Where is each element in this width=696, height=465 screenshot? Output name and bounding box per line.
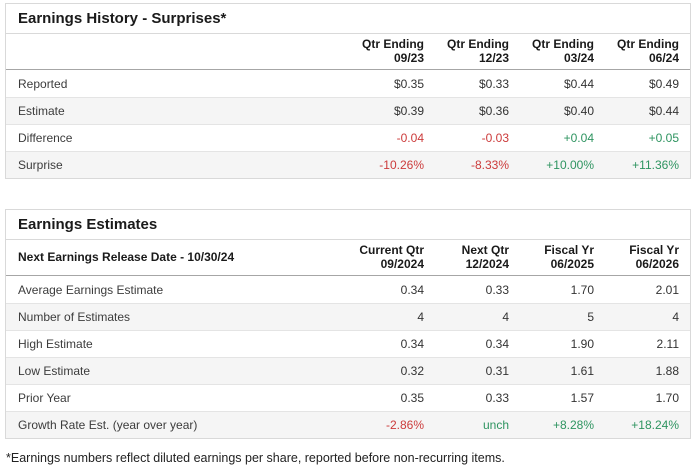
cell-value: +0.05 [648,131,679,145]
column-header-line2: 06/2026 [635,257,679,271]
earnings-estimates-table: Earnings Estimates Next Earnings Release… [5,209,691,439]
cell-value: 0.31 [485,364,509,378]
table-row: High Estimate 0.34 0.34 1.90 2.11 [6,330,690,357]
cell-value: 0.34 [400,337,424,351]
table-row: Low Estimate 0.32 0.31 1.61 1.88 [6,357,690,384]
column-header: Qtr Ending 03/24 [509,37,594,65]
row-label: Average Earnings Estimate [18,282,164,297]
table-row: Surprise -10.26% -8.33% +10.00% +11.36% [6,151,690,178]
cell-value: -10.26% [379,158,424,172]
cell-value: 0.34 [485,337,509,351]
cell-value: 1.57 [570,391,594,405]
earnings-history-header-row: Qtr Ending 09/23 Qtr Ending 12/23 Qtr En… [6,34,690,70]
column-header-line1: Fiscal Yr [544,243,594,257]
cell-value: $0.44 [648,104,679,118]
column-header: Fiscal Yr 06/2026 [594,243,679,271]
cell-value: -2.86% [385,418,424,432]
cell-value: 0.35 [400,391,424,405]
table-row: Reported $0.35 $0.33 $0.44 $0.49 [6,70,690,97]
cell-value: $0.39 [393,104,424,118]
cell-value: -0.03 [481,131,509,145]
cell-value: 4 [502,310,509,324]
cell-value: unch [482,418,509,432]
table-row: Growth Rate Est. (year over year) -2.86%… [6,411,690,438]
cell-value: 1.70 [655,391,679,405]
row-label: Prior Year [18,391,71,405]
column-header-line2: 09/23 [393,51,424,65]
cell-value: 2.11 [656,337,679,351]
table-row: Average Earnings Estimate 0.34 0.33 1.70… [6,276,690,303]
column-header: Qtr Ending 06/24 [594,37,679,65]
earnings-estimates-title: Earnings Estimates [6,210,690,240]
cell-value: 4 [672,310,679,324]
cell-value: 1.61 [570,364,594,378]
cell-value: 0.33 [485,391,509,405]
earnings-history-body: Reported $0.35 $0.33 $0.44 $0.49 Estimat… [6,70,690,178]
cell-value: +8.28% [552,418,594,432]
cell-value: $0.49 [648,76,679,91]
next-earnings-release-date: Next Earnings Release Date - 10/30/24 [18,250,235,264]
cell-value: -0.04 [396,131,424,145]
row-label: Low Estimate [18,364,91,378]
cell-value: +0.04 [563,131,594,145]
cell-value: 0.33 [485,282,509,297]
column-header: Next Qtr 12/2024 [424,243,509,271]
column-header-line2: 12/2024 [465,257,509,271]
column-header: Current Qtr 09/2024 [339,243,424,271]
row-label: Number of Estimates [18,310,131,324]
column-header: Fiscal Yr 06/2025 [509,243,594,271]
column-header: Qtr Ending 12/23 [424,37,509,65]
cell-value: +18.24% [631,418,679,432]
column-header-line2: 09/2024 [380,257,424,271]
earnings-history-table: Earnings History - Surprises* Qtr Ending… [5,3,691,179]
cell-value: 2.01 [655,282,679,297]
column-header-line1: Qtr Ending [447,37,509,51]
column-header-line1: Qtr Ending [617,37,679,51]
row-label: Reported [18,76,68,91]
earnings-estimates-header-row: Next Earnings Release Date - 10/30/24 Cu… [6,240,690,276]
column-header-line2: 06/24 [648,51,679,65]
column-header-line1: Next Qtr [461,243,509,257]
column-header-line1: Qtr Ending [362,37,424,51]
cell-value: 0.34 [400,282,424,297]
cell-value: 4 [417,310,424,324]
cell-value: 1.88 [655,364,679,378]
column-header-line2: 03/24 [563,51,594,65]
column-header-line2: 12/23 [478,51,509,65]
cell-value: $0.40 [563,104,594,118]
footnote: *Earnings numbers reflect diluted earnin… [6,451,505,465]
row-label: Estimate [18,104,65,118]
table-row: Prior Year 0.35 0.33 1.57 1.70 [6,384,690,411]
table-row: Estimate $0.39 $0.36 $0.40 $0.44 [6,97,690,124]
cell-value: $0.35 [393,76,424,91]
column-header-line1: Qtr Ending [532,37,594,51]
cell-value: +10.00% [546,158,594,172]
table-row: Number of Estimates 4 4 5 4 [6,303,690,330]
table-row: Difference -0.04 -0.03 +0.04 +0.05 [6,124,690,151]
earnings-history-title: Earnings History - Surprises* [6,4,690,34]
cell-value: $0.33 [478,76,509,91]
earnings-estimates-body: Average Earnings Estimate 0.34 0.33 1.70… [6,276,690,438]
cell-value: 1.90 [570,337,594,351]
row-label: Difference [18,131,73,145]
cell-value: $0.36 [478,104,509,118]
cell-value: 1.70 [570,282,594,297]
column-header-line1: Fiscal Yr [629,243,679,257]
cell-value: -8.33% [470,158,509,172]
cell-value: +11.36% [632,158,679,172]
row-label: Surprise [18,158,63,172]
cell-value: 5 [587,310,594,324]
row-label: High Estimate [18,337,93,351]
row-label: Growth Rate Est. (year over year) [18,418,198,432]
cell-value: 0.32 [400,364,424,378]
column-header-line1: Current Qtr [359,243,424,257]
column-header: Qtr Ending 09/23 [339,37,424,65]
column-header-line2: 06/2025 [550,257,594,271]
cell-value: $0.44 [563,76,594,91]
